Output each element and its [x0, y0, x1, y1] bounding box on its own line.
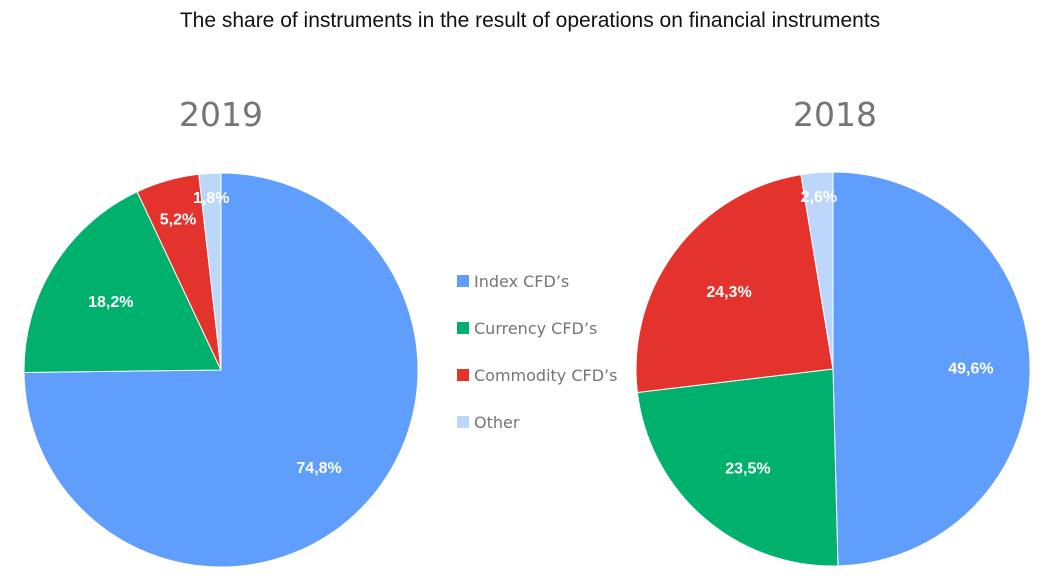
slice-label-2019-currency-cfd-s: 18,2% [88, 294, 133, 311]
slice-2018-index-cfd-s [832, 171, 1031, 567]
slice-label-2018-other: 2,6% [801, 189, 837, 206]
slice-2018-currency-cfd-s [636, 368, 839, 567]
pie-2019-title: 2019 [179, 95, 263, 134]
chart-title: The share of instruments in the result o… [179, 9, 881, 32]
legend-label-commodity-cfd-s: Commodity CFD’s [474, 366, 617, 385]
legend-swatch-other [457, 416, 469, 428]
slice-label-2019-index-cfd-s: 74,8% [296, 460, 341, 477]
slice-2019-currency-cfd-s [23, 191, 222, 373]
legend-swatch-currency-cfd-s [457, 322, 469, 334]
legend-label-currency-cfd-s: Currency CFD’s [474, 319, 597, 338]
legend-swatch-index-cfd-s [457, 275, 469, 287]
legend-label-other: Other [474, 413, 520, 432]
pie-2018: 49,6% 23,5% 24,3% 2,6% [635, 171, 1031, 567]
slice-label-2018-index-cfd-s: 49,6% [948, 360, 993, 377]
slice-label-2018-currency-cfd-s: 23,5% [725, 460, 770, 477]
slice-label-2019-other: 1,8% [193, 190, 229, 207]
pie-2019: 74,8% 18,2% 5,2% 1,8% [23, 172, 419, 568]
slice-label-2018-commodity-cfd-s: 24,3% [706, 284, 751, 301]
slice-2018-other [800, 171, 834, 370]
slice-label-2019-commodity-cfd-s: 5,2% [160, 211, 196, 228]
legend-label-index-cfd-s: Index CFD’s [474, 272, 569, 291]
pie-2018-title: 2018 [793, 95, 877, 134]
legend: Index CFD’s Currency CFD’s Commodity CFD’s… [457, 272, 617, 432]
slice-2019-other [198, 172, 222, 371]
slice-2018-commodity-cfd-s [635, 174, 834, 394]
legend-swatch-commodity-cfd-s [457, 369, 469, 381]
